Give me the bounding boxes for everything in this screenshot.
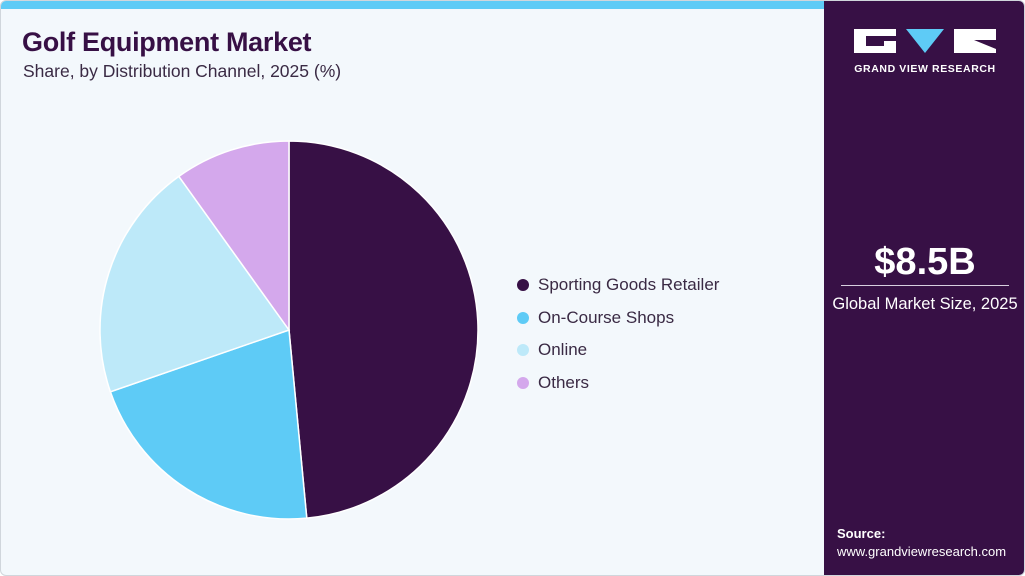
grand-view-research-logo-icon (854, 29, 996, 53)
legend-dot-icon (517, 279, 529, 292)
pie-slice-on-course-shops[interactable] (109, 328, 308, 520)
legend-item-others: Others (517, 367, 719, 400)
accent-bar (1, 1, 824, 9)
divider (841, 285, 1009, 286)
pie-chart (99, 140, 479, 520)
legend-item-on-course-shops: On-Course Shops (517, 302, 719, 335)
market-size-label: Global Market Size, 2025 (832, 295, 1018, 313)
market-size-value: $8.5B (874, 241, 976, 283)
pie-slice-others[interactable] (177, 140, 290, 333)
legend-label: Sporting Goods Retailer (538, 275, 720, 295)
legend-label: Others (538, 373, 590, 393)
source-link[interactable]: www.grandviewresearch.com (837, 544, 1007, 559)
legend-dot-icon (517, 377, 529, 390)
legend-label: Online (538, 340, 588, 360)
info-sidebar: GRAND VIEW RESEARCH $8.5B Global Market … (824, 1, 1024, 575)
legend-item-sporting-goods-retailer: Sporting Goods Retailer (517, 269, 719, 302)
legend: Sporting Goods Retailer On-Course Shops … (517, 269, 719, 399)
legend-item-online: Online (517, 334, 719, 367)
legend-label: On-Course Shops (538, 307, 675, 327)
legend-dot-icon (517, 311, 529, 324)
pie-slice-online[interactable] (99, 175, 291, 393)
brand-name: GRAND VIEW RESEARCH (854, 63, 996, 75)
chart-subtitle: Share, by Distribution Channel, 2025 (%) (23, 61, 342, 81)
legend-dot-icon (517, 344, 529, 357)
pie-slice-sporting-goods-retailer[interactable] (288, 140, 479, 519)
chart-title: Golf Equipment Market (22, 27, 312, 57)
source-label: Source: (837, 526, 886, 541)
